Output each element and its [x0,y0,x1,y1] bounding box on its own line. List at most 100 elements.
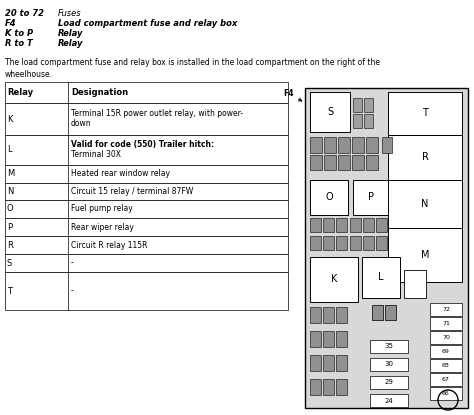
Text: The load compartment fuse and relay box is installed in the load compartment on : The load compartment fuse and relay box … [5,58,380,79]
Bar [370,394,408,407]
Bar [323,307,334,323]
Bar [404,270,426,298]
Bar [338,137,350,153]
Bar [353,98,362,112]
Text: 66: 66 [442,391,450,396]
Text: N: N [7,187,13,196]
Text: L: L [378,273,384,283]
Bar [336,331,347,347]
Text: 24: 24 [384,398,393,403]
Text: 67: 67 [442,377,450,382]
Text: Relay: Relay [58,29,83,39]
Text: T: T [422,108,428,119]
Bar [388,135,462,180]
Bar [5,135,288,165]
Text: M: M [421,250,429,260]
Bar [5,82,288,103]
Bar [370,358,408,371]
Bar [385,305,396,320]
Text: F4: F4 [5,20,17,29]
Text: -: - [71,259,74,268]
Text: 68: 68 [442,363,450,368]
Bar [372,305,383,320]
Bar [336,218,347,232]
Bar [350,236,361,250]
Bar [385,305,396,320]
Text: 69: 69 [442,349,450,354]
Bar [350,218,361,232]
Bar [370,376,408,389]
Bar [5,200,288,218]
Text: 71: 71 [442,321,450,326]
Bar [310,331,321,347]
Text: 29: 29 [384,379,393,386]
Text: R: R [7,241,13,249]
Text: Relay: Relay [7,88,33,97]
Bar [336,379,347,395]
Text: P: P [7,222,12,232]
Bar [353,114,362,128]
Text: R: R [421,152,428,163]
Bar [323,331,334,347]
Bar [366,155,378,170]
Text: F4: F4 [283,88,301,101]
Bar [372,305,383,320]
Text: K to P: K to P [5,29,33,39]
Text: K: K [7,115,12,124]
Bar [363,218,374,232]
Bar [310,379,321,395]
Text: Terminal 30X: Terminal 30X [71,150,121,159]
Text: 30: 30 [384,361,393,368]
Bar [370,340,408,353]
Bar [310,236,321,250]
Text: Valid for code (550) Trailer hitch:: Valid for code (550) Trailer hitch: [71,140,214,149]
Bar [362,257,400,298]
Text: K: K [331,274,337,285]
Text: Heated rear window relay: Heated rear window relay [71,169,170,178]
Bar [323,355,334,371]
Bar [388,180,462,228]
Text: Designation: Designation [71,88,128,97]
Text: S: S [7,259,12,268]
Text: N: N [421,199,428,209]
Text: M: M [7,169,14,178]
Text: T: T [7,286,12,295]
Bar [323,236,334,250]
Text: S: S [327,107,333,117]
Bar [382,137,392,153]
Bar [364,98,373,112]
Bar [363,236,374,250]
Text: down: down [71,119,91,128]
Bar [430,331,462,344]
Bar [310,307,321,323]
Bar [388,228,462,282]
Bar [305,88,468,408]
Bar [323,218,334,232]
Text: Circuit 15 relay / terminal 87FW: Circuit 15 relay / terminal 87FW [71,187,193,196]
Bar [310,355,321,371]
Bar [310,257,358,302]
Bar [338,155,350,170]
Bar [310,155,322,170]
Bar [5,236,288,254]
Text: Load compartment fuse and relay box: Load compartment fuse and relay box [58,20,237,29]
Bar [430,359,462,372]
Text: 20 to 72: 20 to 72 [5,10,44,19]
Text: Rear wiper relay: Rear wiper relay [71,222,134,232]
Bar [310,92,350,132]
Text: Fuel pump relay: Fuel pump relay [71,205,133,213]
Text: 72: 72 [442,307,450,312]
Bar [336,355,347,371]
Bar [376,218,387,232]
Bar [336,307,347,323]
Bar [5,103,288,135]
Text: Terminal 15R power outlet relay, with power-: Terminal 15R power outlet relay, with po… [71,109,243,118]
Bar [310,218,321,232]
Text: P: P [368,193,374,203]
Text: Fuses: Fuses [58,10,82,19]
Bar [352,137,364,153]
Bar [5,165,288,183]
Bar [5,218,288,236]
Bar [310,180,348,215]
Bar [376,236,387,250]
